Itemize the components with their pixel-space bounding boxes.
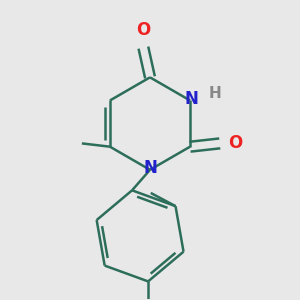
Text: N: N	[143, 159, 157, 177]
Text: H: H	[208, 86, 221, 101]
Text: O: O	[228, 134, 242, 152]
Text: N: N	[185, 90, 199, 108]
Text: O: O	[136, 21, 151, 39]
